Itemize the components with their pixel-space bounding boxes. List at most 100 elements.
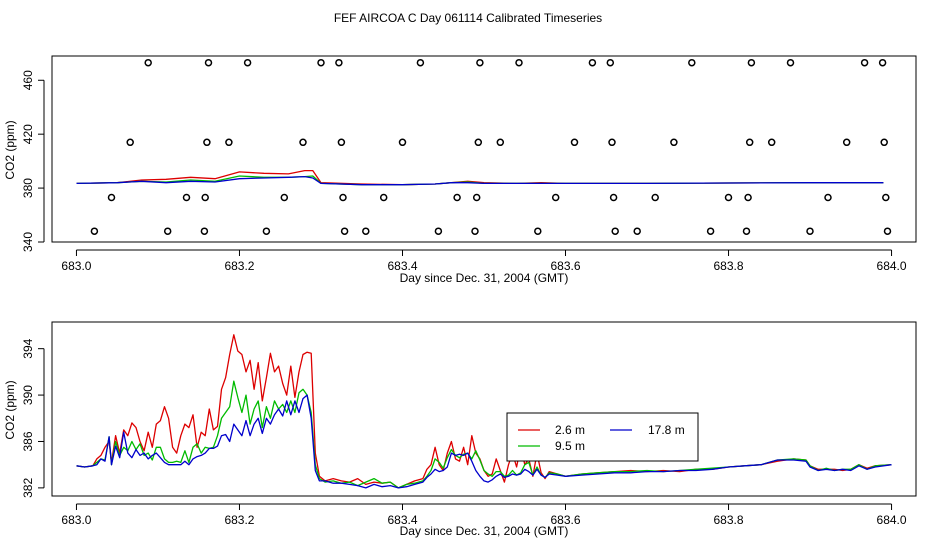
calibration-point — [476, 58, 484, 67]
calibration-point — [472, 193, 481, 202]
top-panel: 683.0 683.2 683.4 683.6 683.8 684.0 340 380 420… — [3, 55, 917, 285]
calibration-point — [670, 138, 678, 147]
calibration-point — [745, 138, 754, 147]
calibration-point — [340, 227, 349, 235]
calibration-point — [878, 58, 887, 67]
calibration-point — [416, 58, 425, 67]
calibration-point — [742, 227, 751, 235]
calibration-point — [882, 193, 890, 202]
calibration-point — [633, 227, 641, 235]
top-y-tick-label: 460 — [21, 70, 35, 90]
calibration-point — [335, 58, 343, 67]
top-x-axis-label: Day since Dec. 31, 2004 (GMT) — [400, 271, 569, 285]
calibration-point — [824, 193, 832, 202]
calibration-point — [609, 193, 618, 202]
calibration-point — [880, 138, 888, 147]
bot-x-tick-label: 683.0 — [61, 513, 91, 527]
calibration-point — [299, 138, 307, 147]
figure-title: FEF AIRCOA C Day 061114 Calibrated Times… — [334, 11, 602, 25]
calibration-point — [163, 227, 172, 235]
bottom-y-axis-label: CO2 (ppm) — [3, 380, 17, 439]
calibration-point — [107, 193, 116, 202]
calibration-point — [474, 138, 483, 147]
bot-series-line-9-5-m — [76, 380, 892, 489]
calibration-point — [471, 227, 479, 235]
top-plot-frame — [51, 55, 917, 243]
calibration-point — [842, 138, 851, 147]
calibration-point — [280, 193, 289, 202]
bottom-plot-frame — [51, 321, 917, 497]
calibration-point — [203, 138, 211, 147]
calibration-point — [611, 227, 619, 235]
calibration-point — [362, 227, 370, 235]
calibration-point — [534, 227, 542, 235]
calibration-point — [262, 227, 271, 235]
calibration-point — [706, 227, 715, 235]
top-y-tick-label: 380 — [21, 178, 35, 198]
top-y-axis: 340 380 420 460 — [21, 70, 45, 252]
bot-series-line-17-8-m — [76, 394, 892, 489]
calibration-point — [606, 58, 615, 67]
calibration-point — [588, 58, 597, 67]
top-series-line-17-8-m — [76, 175, 884, 186]
calibration-point — [126, 138, 134, 147]
legend-box — [506, 412, 699, 462]
calibration-point — [688, 58, 696, 67]
bottom-x-axis: 683.0 683.2 683.4 683.6 683.8 684.0 — [61, 503, 907, 527]
top-x-tick-label: 683.2 — [224, 259, 254, 273]
calibration-point — [90, 227, 99, 235]
top-y-tick-label: 340 — [21, 232, 35, 252]
calibration-point — [786, 58, 795, 67]
bot-x-tick-label: 683.6 — [550, 513, 580, 527]
calibration-point — [570, 138, 579, 147]
calibration-point — [883, 227, 892, 235]
calibration-point — [453, 193, 461, 202]
bot-x-tick-label: 683.8 — [714, 513, 744, 527]
top-series-lines — [76, 169, 884, 186]
legend-label-9-5m: 9.5 m — [555, 439, 585, 453]
top-x-tick-label: 683.0 — [61, 259, 91, 273]
top-x-tick-label: 683.4 — [387, 259, 417, 273]
legend-label-17-8m: 17.8 m — [648, 423, 685, 437]
bot-x-tick-label: 683.2 — [224, 513, 254, 527]
top-x-tick-label: 683.6 — [550, 259, 580, 273]
calibration-point — [337, 138, 346, 147]
legend-label-2-6m: 2.6 m — [555, 423, 585, 437]
calibration-point — [201, 193, 209, 202]
bottom-series-lines — [76, 334, 892, 489]
calibration-point — [339, 193, 347, 202]
calibration-point — [515, 58, 523, 67]
calibration-point — [204, 58, 213, 67]
calibration-point — [379, 193, 388, 202]
calibration-point — [551, 193, 560, 202]
bottom-x-axis-label: Day since Dec. 31, 2004 (GMT) — [400, 524, 569, 538]
top-x-axis: 683.0 683.2 683.4 683.6 683.8 684.0 — [61, 249, 907, 273]
calibration-point — [608, 138, 616, 147]
calibration-point — [860, 58, 869, 67]
calibration-point — [496, 138, 505, 147]
bot-x-tick-label: 683.4 — [387, 513, 417, 527]
calibration-point — [747, 58, 756, 67]
bottom-panel: 683.0 683.2 683.4 683.6 683.8 684.0 382 386 390… — [3, 321, 917, 538]
calibration-point — [767, 138, 776, 147]
top-x-tick-label: 683.8 — [714, 259, 744, 273]
bot-y-tick-label: 382 — [21, 478, 35, 498]
bot-x-tick-label: 684.0 — [877, 513, 907, 527]
calibration-point — [317, 58, 325, 67]
top-y-axis-label: CO2 (ppm) — [3, 120, 17, 179]
calibration-point — [806, 227, 814, 235]
calibration-point — [724, 193, 733, 202]
top-x-tick-label: 684.0 — [877, 259, 907, 273]
calibration-point — [243, 58, 252, 67]
calibration-point — [434, 227, 443, 235]
calibration-point — [182, 193, 191, 202]
bot-y-tick-label: 390 — [21, 385, 35, 405]
bot-y-tick-label: 386 — [21, 431, 35, 451]
calibration-point — [398, 138, 407, 147]
top-y-tick-label: 420 — [21, 124, 35, 144]
bot-y-tick-label: 394 — [21, 338, 35, 358]
calibration-point — [225, 138, 233, 147]
bottom-y-axis: 382 386 390 394 — [21, 338, 45, 498]
calibration-point — [144, 58, 152, 67]
